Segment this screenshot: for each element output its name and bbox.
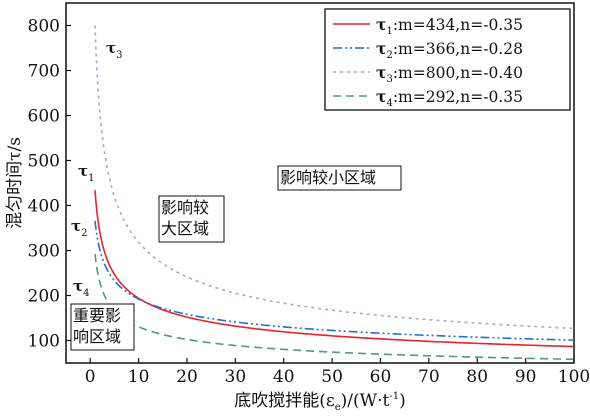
x-axis-ticks: 0 10 20 30 40 50 60 70 80 90 100 (85, 358, 590, 387)
legend-entry-3: τ3:m=800,n=-0.40 (376, 63, 523, 85)
legend-box (324, 8, 571, 111)
curve-labels: τ1 τ2 τ3 τ4 (71, 39, 122, 299)
legend-entry-4: τ4:m=292,n=-0.35 (376, 87, 523, 109)
legend-entry-1: τ1:m=434,n=-0.35 (376, 15, 523, 37)
y-tick-label: 600 (28, 107, 60, 127)
curve-label-4: τ4 (73, 277, 89, 299)
annotation-text: 响区域 (73, 327, 121, 346)
y-axis-title: 混匀时间τ/s (5, 137, 25, 229)
series-line-3 (94, 25, 575, 330)
curve-label-2: τ2 (71, 217, 87, 239)
annotation-box-3 (70, 303, 135, 351)
annotation-box-1 (277, 165, 402, 191)
annotation-text: 影响较 (161, 198, 209, 217)
y-axis-ticks: 100 200 300 400 500 600 700 800 (28, 17, 71, 352)
curves (94, 25, 575, 361)
y-tick-label: 800 (28, 17, 60, 37)
y-tick-label: 100 (28, 332, 60, 352)
series-line-4 (94, 254, 575, 361)
curve-label-3: τ3 (106, 39, 122, 61)
annotation-text: 大区域 (161, 219, 209, 238)
x-tick-label: 80 (466, 367, 488, 387)
y-tick-label: 300 (28, 242, 60, 262)
x-tick-label: 90 (515, 367, 537, 387)
y-tick-label: 700 (28, 62, 60, 82)
x-tick-label: 40 (273, 367, 295, 387)
annotation-text: 影响较小区域 (280, 168, 376, 187)
plot-frame (65, 2, 575, 364)
legend-entry-2: τ2:m=366,n=-0.28 (376, 39, 523, 61)
x-tick-label: 10 (128, 367, 150, 387)
x-tick-label: 30 (225, 367, 247, 387)
x-axis-title: 底吹搅拌能(εe)/(W·t-1) (234, 391, 405, 413)
x-tick-label: 100 (558, 367, 590, 387)
annotation-box-2 (158, 195, 225, 243)
curve-label-1: τ1 (78, 162, 94, 184)
x-tick-label: 70 (418, 367, 440, 387)
x-tick-label: 60 (370, 367, 392, 387)
y-tick-label: 400 (28, 197, 60, 217)
series-line-2 (94, 220, 575, 341)
legend: τ1:m=434,n=-0.35τ2:m=366,n=-0.28τ3:m=800… (324, 8, 571, 111)
x-tick-label: 50 (321, 367, 343, 387)
y-tick-label: 200 (28, 287, 60, 307)
y-tick-label: 500 (28, 152, 60, 172)
x-tick-label: 0 (85, 367, 96, 387)
x-tick-label: 20 (176, 367, 198, 387)
annotation-text: 重要影 (73, 306, 121, 325)
